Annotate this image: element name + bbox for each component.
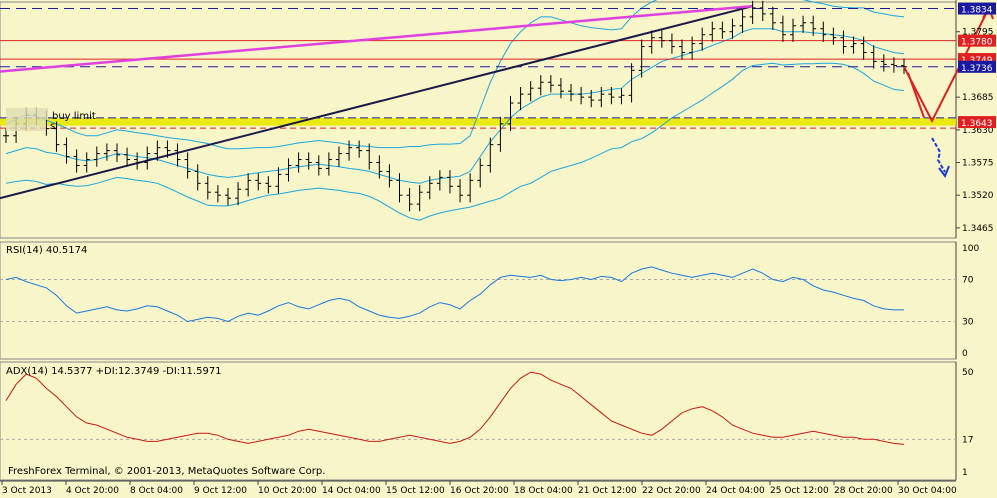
x-tick-label: 3 Oct 2013 [2,486,52,496]
rsi-panel: 100 70 30 0 [0,241,979,360]
price-tag-label: 1.3780 [961,38,993,48]
rsi-tick-label: 70 [962,276,974,286]
adx-tick-label: 50 [962,368,974,378]
x-tick-label: 8 Oct 04:00 [130,486,183,496]
price-tag-label: 1.3736 [961,64,993,74]
price-tick-label: 1.3465 [962,224,994,234]
rsi-line [5,266,904,323]
x-tick-label: 9 Oct 12:00 [194,486,247,496]
price-tick-label: 1.3520 [962,191,994,201]
x-tick-label: 25 Oct 12:00 [770,486,829,496]
price-tag-label: 1.3834 [961,6,993,16]
bollinger-upper [5,0,905,150]
x-tick-label: 24 Oct 04:00 [706,486,765,496]
x-tick-label: 30 Oct 04:00 [898,486,957,496]
price-tag-bg [958,60,996,73]
x-tick-label: 4 Oct 20:00 [66,486,119,496]
yellow-zone [0,117,956,126]
x-tick-label: 28 Oct 20:00 [834,486,893,496]
bollinger-middle [5,28,905,184]
price-tick-label: 1.3685 [962,93,994,103]
x-tick-label: 18 Oct 04:00 [514,486,573,496]
rsi-tick-label: 0 [962,349,968,359]
x-axis: 3 Oct 2013 4 Oct 20:00 8 Oct 04:00 9 Oct 12… [0,480,957,496]
adx-title: ADX(14) 14.5377 +DI:12.3749 -DI:11.5971 [6,366,222,377]
price-tick-label: 1.3795 [962,28,994,38]
rsi-tick-label: 100 [962,244,979,254]
obscured-label-2 [6,120,46,131]
adx-tick-label: 1 [962,468,968,478]
rsi-tick-label: 30 [962,318,974,328]
obscured-label-1 [6,108,48,120]
blue-forecast-arrow [931,137,946,173]
price-tag-bg [958,116,996,129]
channel-top-line [0,4,753,73]
adx-line [5,371,905,445]
adx-tick-label: 17 [962,435,973,445]
adx-panel: 50 17 1 [0,361,974,481]
sl-label: sl [50,121,58,132]
blue-arrow-head [938,165,950,179]
red-arrow-down [907,72,925,118]
price-tick-label: 1.3575 [962,159,994,169]
price-tag-bg [958,2,996,15]
rsi-frame [0,241,957,360]
price-panel: 1.3795 1.3685 1.3630 1.3575 1.3520 1.3465 1.38… [0,0,996,239]
x-tick-label: 14 Oct 04:00 [322,486,381,496]
price-tag-bg [958,34,996,47]
x-tick-label: 16 Oct 20:00 [450,486,509,496]
x-tick-label: 21 Oct 12:00 [578,486,637,496]
footer-copyright: FreshForex Terminal, © 2001-2013, MetaQu… [8,466,325,477]
x-tick-label: 15 Oct 12:00 [386,486,445,496]
bollinger-lower [5,62,905,221]
price-tick-label: 1.3630 [962,126,994,136]
adx-frame [0,361,957,481]
trendline [0,5,753,200]
buy-limit-label: buy limit [52,111,96,122]
rsi-title: RSI(14) 40.5174 [6,245,87,256]
x-tick-label: 22 Oct 20:00 [642,486,701,496]
x-tick-label: 10 Oct 20:00 [258,486,317,496]
price-tag-label: 1.3643 [961,119,993,129]
